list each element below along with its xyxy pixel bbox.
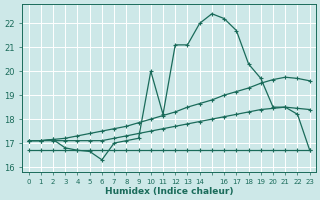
X-axis label: Humidex (Indice chaleur): Humidex (Indice chaleur) <box>105 187 233 196</box>
